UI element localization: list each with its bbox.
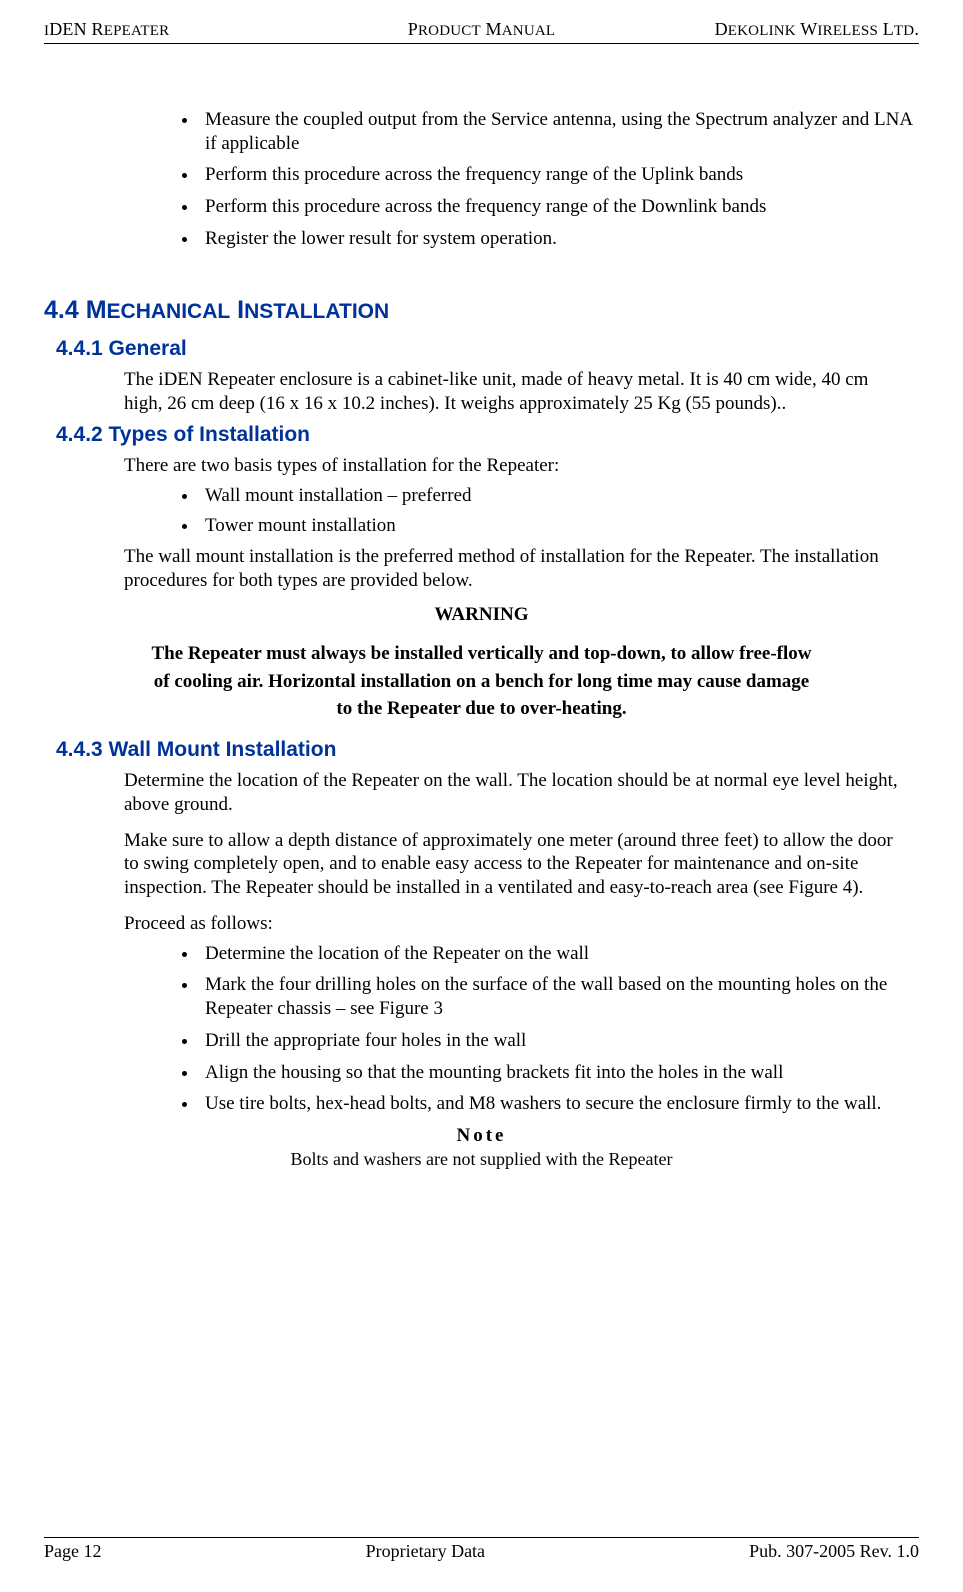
note-body: Bolts and washers are not supplied with … — [44, 1148, 919, 1171]
list-item: Determine the location of the Repeater o… — [199, 942, 919, 966]
warning-line: The Repeater must always be installed ve… — [151, 643, 811, 664]
note-heading: Note — [44, 1124, 919, 1148]
page: IDEN REPEATER PRODUCT MANUAL DEKOLINK WI… — [0, 0, 963, 1592]
content-area: Measure the coupled output from the Serv… — [44, 44, 919, 1171]
list-item: Tower mount installation — [199, 514, 919, 538]
subsection-4-4-3-heading: 4.4.3 Wall Mount Installation — [56, 737, 919, 763]
header-left: IDEN REPEATER — [44, 18, 336, 41]
paragraph: Proceed as follows: — [124, 912, 919, 936]
footer-left: Page 12 — [44, 1540, 102, 1563]
list-item: Use tire bolts, hex-head bolts, and M8 w… — [199, 1092, 919, 1116]
subsection-4-4-1-heading: 4.4.1 General — [56, 336, 919, 362]
list-item: Perform this procedure across the freque… — [199, 163, 919, 187]
page-header: IDEN REPEATER PRODUCT MANUAL DEKOLINK WI… — [44, 18, 919, 43]
list-item: Align the housing so that the mounting b… — [199, 1061, 919, 1085]
list-item: Register the lower result for system ope… — [199, 227, 919, 251]
header-center: PRODUCT MANUAL — [336, 18, 628, 41]
paragraph: The iDEN Repeater enclosure is a cabinet… — [124, 368, 919, 416]
warning-line: of cooling air. Horizontal installation … — [154, 671, 810, 692]
warning-heading: WARNING — [44, 603, 919, 627]
top-bullet-list: Measure the coupled output from the Serv… — [44, 108, 919, 251]
warning-line: to the Repeater due to over-heating. — [336, 698, 626, 719]
section-number: 4.4 — [44, 296, 79, 324]
paragraph: There are two basis types of installatio… — [124, 454, 919, 478]
list-item: Measure the coupled output from the Serv… — [199, 108, 919, 156]
list-item: Mark the four drilling holes on the surf… — [199, 973, 919, 1021]
list-item: Perform this procedure across the freque… — [199, 195, 919, 219]
footer-row: Page 12 Proprietary Data Pub. 307-2005 R… — [44, 1538, 919, 1563]
warning-body: The Repeater must always be installed ve… — [74, 640, 889, 723]
section-4-4-heading: 4.4 MECHANICAL INSTALLATION — [44, 295, 919, 326]
paragraph: The wall mount installation is the prefe… — [124, 545, 919, 593]
list-item: Drill the appropriate four holes in the … — [199, 1029, 919, 1053]
subsection-4-4-2-heading: 4.4.2 Types of Installation — [56, 422, 919, 448]
wall-mount-steps-list: Determine the location of the Repeater o… — [44, 942, 919, 1117]
section-title: MECHANICAL INSTALLATION — [86, 296, 389, 324]
paragraph: Make sure to allow a depth distance of a… — [124, 829, 919, 900]
footer-center: Proprietary Data — [366, 1540, 485, 1563]
page-footer: Page 12 Proprietary Data Pub. 307-2005 R… — [44, 1537, 919, 1563]
header-right: DEKOLINK WIRELESS LTD. — [627, 18, 919, 41]
installation-types-list: Wall mount installation – preferred Towe… — [44, 484, 919, 539]
footer-right: Pub. 307-2005 Rev. 1.0 — [749, 1540, 919, 1563]
paragraph: Determine the location of the Repeater o… — [124, 769, 919, 817]
list-item: Wall mount installation – preferred — [199, 484, 919, 508]
